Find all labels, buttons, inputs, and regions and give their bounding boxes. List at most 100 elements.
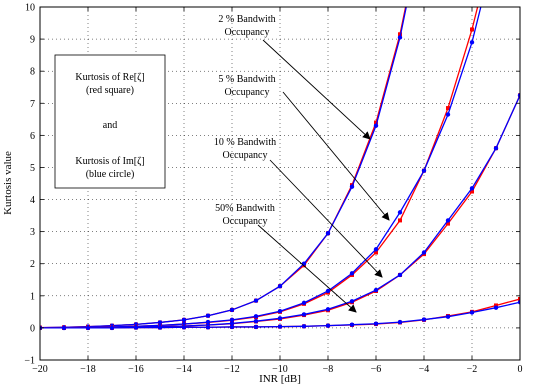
data-point-circle [397,319,403,325]
x-tick-label: −20 [32,364,48,375]
legend-frame [54,54,166,189]
data-point-circle [517,93,520,98]
data-point-circle [229,321,235,326]
y-tick-label: 6 [30,131,35,142]
data-point-circle [493,146,499,151]
data-point-circle [205,325,211,330]
data-point-circle [109,325,115,331]
x-axis-title: INR [dB] [259,373,301,385]
data-point-circle [373,247,379,252]
y-tick-label: 9 [30,35,35,46]
y-tick-label: 1 [30,291,35,302]
y-tick-label: 5 [30,163,35,174]
annotation-10pct-arrow [269,159,383,278]
x-tick-label: −4 [419,364,430,375]
x-tick-label: −8 [323,364,334,375]
annotation-50pct-line1: 50% Bandwith [215,203,275,214]
data-point-circle [349,271,355,276]
data-point-circle [373,287,379,293]
data-point-square [398,218,402,223]
annotation-10pct-line1: 10 % Bandwith [214,137,276,148]
data-point-circle [445,314,451,319]
annotation-5pct-line2: Occupancy [225,87,270,98]
data-point-square [470,27,474,32]
series-line [40,7,407,329]
data-point-square [374,120,378,125]
data-point-circle [325,288,331,294]
data-point-circle [349,184,355,189]
data-point-circle [469,186,475,191]
x-tick-label: −6 [371,364,382,375]
data-point-circle [421,250,427,255]
data-point-circle [517,300,520,305]
data-point-circle [421,168,427,173]
data-point-circle [253,324,259,330]
data-point-square [494,303,498,308]
data-point-circle [325,307,331,312]
data-point-square [446,106,450,111]
data-point-circle [85,325,91,331]
x-tick-label: 0 [518,364,523,375]
y-tick-label: 0 [30,323,35,334]
annotation-50pct-arrow [257,224,357,313]
series-50%-circle [40,300,520,331]
x-tick-label: −18 [80,364,96,375]
data-point-circle [133,325,139,330]
data-point-circle [445,218,451,223]
data-point-circle [181,325,187,330]
x-tick-label: −14 [176,364,192,375]
annotation-2pct: 2 % Bandwith Occupancy [218,14,371,140]
data-point-circle [349,299,355,304]
data-point-circle [445,112,451,117]
data-point-circle [397,210,403,215]
data-point-circle [229,317,235,323]
data-point-circle [61,325,67,331]
data-point-square [470,189,474,194]
annotation-50pct-line2: Occupancy [223,216,268,227]
data-point-circle [229,324,235,330]
data-point-circle [157,325,163,330]
data-point-circle [205,313,211,318]
data-point-circle [469,310,475,315]
data-point-circle [277,283,283,289]
x-tick-label: −16 [128,364,144,375]
annotation-10pct-line2: Occupancy [223,150,268,161]
y-tick-label: 3 [30,227,35,238]
annotation-2pct-line2: Occupancy [225,27,270,38]
data-point-circle [349,322,355,327]
data-point-square [518,297,520,302]
annotation-10pct: 10 % Bandwith Occupancy [214,137,383,278]
data-point-circle [277,309,283,314]
data-point-circle [277,324,283,329]
data-point-circle [229,307,235,313]
data-point-circle [493,305,499,310]
data-point-circle [397,35,403,40]
data-point-circle [277,316,283,321]
annotation-2pct-arrow [262,39,371,140]
y-tick-label: −1 [24,356,35,367]
annotation-5pct: 5 % Bandwith Occupancy [218,74,390,221]
data-point-circle [301,312,307,317]
data-point-circle [325,323,331,328]
data-point-square [446,221,450,226]
legend-line-3: and [103,120,117,131]
y-tick-label: 10 [25,3,35,14]
legend-line-5: (blue circle) [86,169,135,180]
annotation-5pct-arrow [282,91,390,221]
data-point-circle [373,123,379,128]
x-tick-label: −10 [272,364,288,375]
data-point-circle [373,321,379,326]
data-point-circle [253,318,259,324]
y-tick-label: 2 [30,259,35,270]
annotation-2pct-line1: 2 % Bandwith [218,14,275,25]
data-point-square [374,250,378,255]
data-point-circle [181,317,187,323]
axis-ticks: −20 −18 −16 −14 −12 −10 −8 −6 −4 −2 0−101234567891… [24,3,522,376]
y-tick-label: 4 [30,195,35,206]
data-point-circle [253,298,259,303]
annotation-50pct: 50% Bandwith Occupancy [215,203,357,313]
data-point-circle [397,272,403,278]
legend-line-4: Kurtosis of Im[ζ] [75,156,144,167]
y-tick-label: 7 [30,99,35,110]
